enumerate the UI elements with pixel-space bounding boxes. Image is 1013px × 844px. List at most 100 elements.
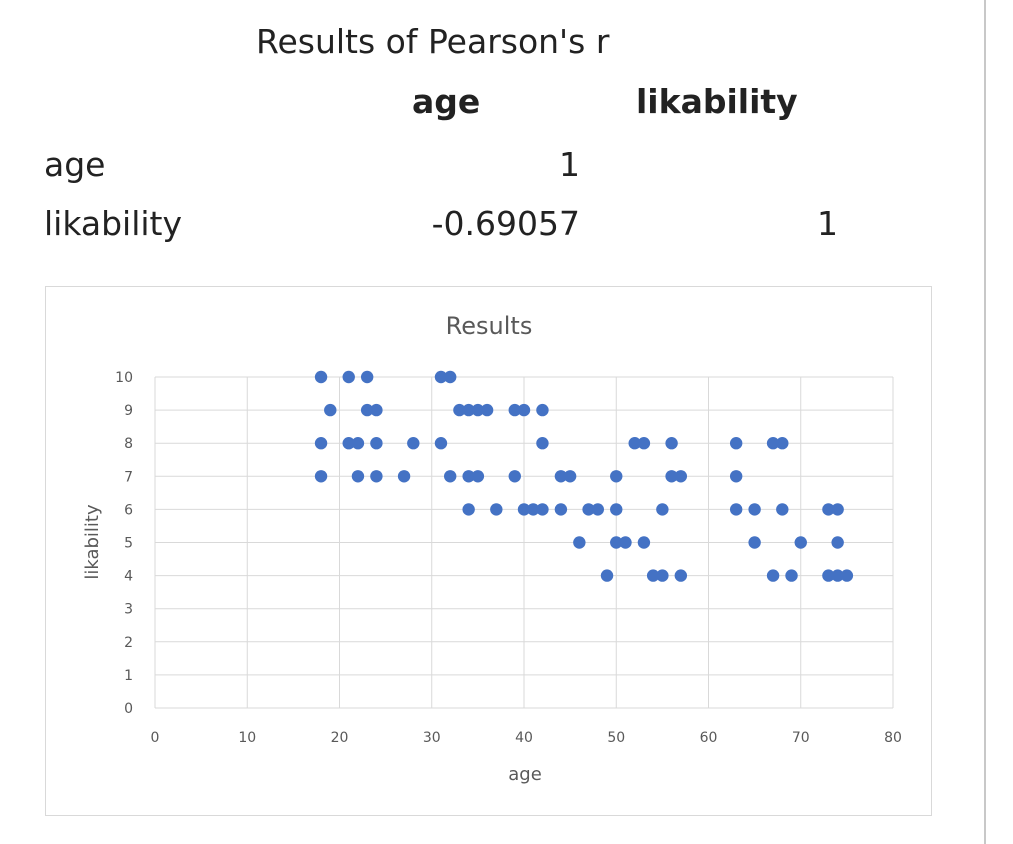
x-tick-label: 70	[792, 730, 810, 746]
data-point	[397, 470, 411, 483]
y-tick-label: 4	[124, 569, 133, 585]
data-point	[591, 503, 604, 516]
data-point	[444, 470, 457, 483]
data-point	[729, 437, 743, 450]
y-tick-label: 8	[124, 436, 133, 452]
x-tick-label: 20	[331, 730, 349, 746]
data-point	[370, 403, 383, 417]
data-point	[637, 437, 651, 450]
data-point	[342, 370, 355, 384]
cell-likability-likability: 1	[817, 204, 838, 243]
data-point	[527, 503, 540, 516]
chart-title: Results	[446, 312, 533, 340]
data-point	[729, 503, 743, 516]
data-point	[471, 403, 485, 417]
data-point	[729, 470, 743, 483]
x-axis-label: age	[508, 764, 542, 785]
data-point	[462, 503, 475, 516]
data-point	[748, 503, 761, 516]
x-tick-label: 80	[884, 730, 902, 746]
data-point	[407, 437, 420, 450]
data-point	[508, 470, 521, 483]
column-header-age: age	[412, 82, 481, 121]
data-point	[370, 470, 383, 483]
data-point	[831, 536, 844, 549]
data-point	[776, 503, 789, 516]
data-point	[490, 503, 503, 516]
y-tick-label: 9	[124, 403, 133, 419]
grid-lines	[154, 376, 894, 709]
data-point	[822, 503, 835, 516]
x-axis-ticks: 0 10 20 30 40 50 60 70 80	[151, 730, 902, 746]
data-point	[471, 470, 485, 483]
data-point	[766, 569, 780, 582]
data-point	[360, 403, 374, 417]
data-point	[637, 536, 651, 549]
data-point	[665, 470, 678, 483]
right-divider	[984, 0, 986, 844]
data-point	[610, 503, 623, 516]
table-title: Results of Pearson's r	[256, 22, 610, 61]
y-axis-ticks: 0 1 2 3 4 5 6 7 8 9 10	[115, 370, 133, 717]
data-point	[536, 503, 549, 516]
data-point	[342, 437, 355, 450]
data-point	[794, 536, 807, 549]
data-point	[554, 503, 568, 516]
data-point	[314, 370, 328, 384]
data-point	[314, 437, 328, 450]
data-point	[766, 437, 780, 450]
data-point	[748, 536, 761, 549]
row-header-likability: likability	[44, 204, 183, 243]
data-point	[434, 437, 448, 450]
data-point	[822, 569, 835, 582]
data-point	[453, 403, 466, 417]
data-point	[674, 569, 688, 582]
chart-area	[45, 286, 932, 816]
column-header-likability: likability	[636, 82, 798, 121]
data-point	[351, 437, 365, 450]
data-point	[656, 503, 669, 516]
data-point	[444, 370, 457, 384]
x-tick-label: 0	[151, 730, 160, 746]
data-point	[582, 503, 595, 516]
data-point	[646, 569, 660, 582]
data-point	[573, 536, 586, 549]
x-tick-label: 40	[515, 730, 533, 746]
data-point	[840, 569, 854, 582]
y-tick-label: 7	[124, 469, 133, 485]
data-point	[600, 569, 614, 582]
y-tick-label: 10	[115, 370, 133, 386]
data-point	[462, 470, 475, 483]
data-point	[462, 403, 475, 417]
data-point	[831, 569, 844, 582]
data-point	[554, 470, 568, 483]
cell-likability-age: -0.69057	[431, 204, 580, 243]
cell-age-age: 1	[559, 145, 580, 184]
y-axis-label: likability	[82, 504, 103, 580]
data-point	[517, 503, 531, 516]
data-point	[674, 470, 688, 483]
data-point	[610, 536, 623, 549]
data-point	[434, 370, 448, 384]
data-point	[610, 470, 623, 483]
data-point	[628, 437, 641, 450]
data-point	[563, 470, 577, 483]
x-tick-label: 30	[423, 730, 441, 746]
data-point	[619, 536, 632, 549]
data-point	[776, 437, 789, 450]
x-tick-label: 60	[700, 730, 718, 746]
y-tick-label: 0	[124, 701, 133, 717]
data-point	[656, 569, 669, 582]
row-header-age: age	[44, 145, 106, 184]
data-point	[785, 569, 798, 582]
data-point	[360, 370, 374, 384]
data-point	[324, 403, 337, 417]
data-point	[480, 403, 494, 417]
data-points	[314, 370, 854, 582]
y-tick-label: 2	[124, 635, 133, 651]
data-point	[370, 437, 383, 450]
y-tick-label: 5	[124, 536, 133, 552]
x-tick-label: 10	[238, 730, 256, 746]
data-point	[831, 503, 844, 516]
data-point	[508, 403, 521, 417]
